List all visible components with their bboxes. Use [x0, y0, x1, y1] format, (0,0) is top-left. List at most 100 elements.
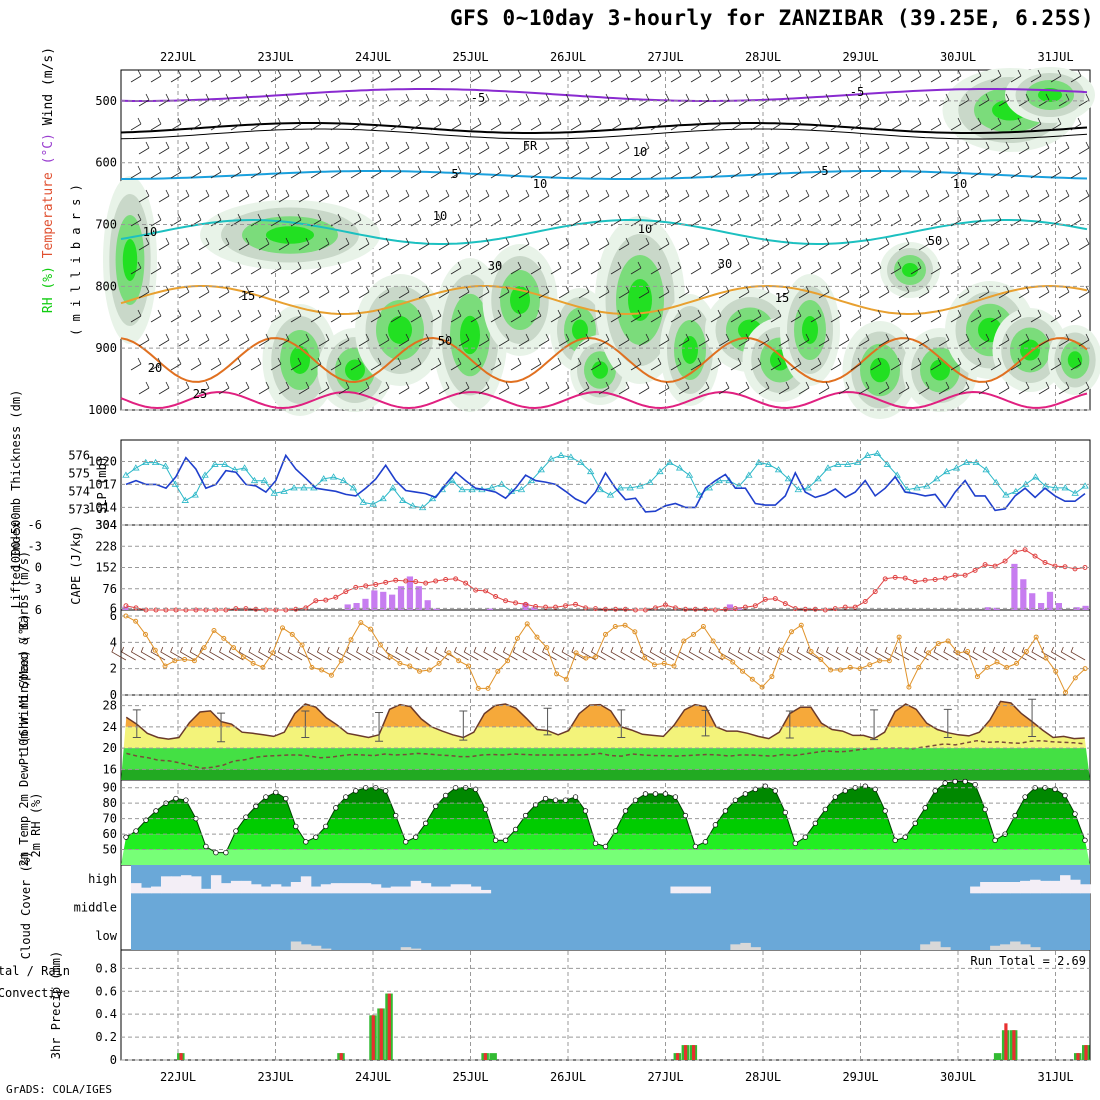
- cloud-high-gap: [220, 883, 232, 894]
- wind-barb: [190, 357, 202, 371]
- wind-barb: [890, 69, 902, 83]
- wind-barb: [350, 165, 362, 179]
- li-marker: [752, 603, 758, 609]
- li-ylabel-text: Lifted Index: [9, 522, 23, 609]
- wind-barb: [278, 381, 290, 395]
- wind-barb: [350, 69, 362, 83]
- contour-label: 15: [241, 289, 255, 303]
- cloud-high-gap: [1070, 879, 1081, 894]
- wind-barb: [458, 237, 470, 251]
- wind-barb: [778, 237, 790, 251]
- rh-marker: [353, 788, 359, 794]
- wind-barb: [870, 69, 882, 83]
- wind-barb-10m: [855, 646, 870, 661]
- wind-barb-10m: [179, 646, 195, 661]
- wind-barb: [878, 93, 890, 107]
- wind-barb: [210, 69, 222, 83]
- lifted-index-line: [125, 549, 1086, 611]
- wind-barb-10m: [228, 646, 244, 661]
- wind-barb: [678, 381, 690, 395]
- rh-marker: [1022, 794, 1028, 800]
- wind-barb: [250, 117, 262, 131]
- wind-barb: [258, 381, 270, 395]
- wind-barb: [850, 117, 862, 131]
- wind-barb: [358, 333, 370, 347]
- rh-marker: [303, 839, 309, 845]
- wind-marker: [1033, 634, 1039, 640]
- wind-barb: [530, 165, 542, 179]
- rh-marker: [882, 808, 888, 814]
- precip-tick: 0.8: [95, 961, 117, 975]
- rh-marker: [992, 837, 998, 843]
- li-marker: [403, 578, 409, 584]
- wind-barb: [1070, 69, 1082, 83]
- wind-barb: [1038, 333, 1050, 347]
- thickness-marker: [636, 482, 644, 489]
- slp-ylabel: SLP (mb): [95, 456, 109, 514]
- wind-barb: [638, 237, 650, 251]
- wind-barb-10m: [659, 646, 675, 661]
- contour-label: 30: [718, 257, 732, 271]
- thickness-marker: [1061, 484, 1069, 491]
- wind-barb: [818, 381, 830, 395]
- wind-marker: [505, 658, 511, 664]
- wind-barb: [650, 213, 662, 227]
- rh-marker: [592, 840, 599, 847]
- wind-barb: [798, 237, 810, 251]
- li-marker: [1042, 560, 1048, 566]
- rh-marker: [223, 849, 229, 856]
- li-marker: [523, 601, 529, 607]
- wind-barb: [158, 333, 170, 347]
- wind-barb: [790, 213, 802, 227]
- wind-barb: [930, 309, 942, 323]
- wind-barb: [430, 165, 442, 179]
- wind-barb: [498, 93, 510, 107]
- thickness-marker: [784, 475, 793, 482]
- cloud-low-bar: [750, 947, 761, 950]
- li-marker: [862, 599, 868, 604]
- li-marker: [563, 603, 569, 609]
- rh-marker: [522, 812, 529, 819]
- wind-barb: [758, 141, 770, 155]
- wind-barb: [950, 117, 962, 131]
- thickness-marker: [448, 476, 456, 484]
- wind-barb: [370, 261, 382, 275]
- wind-barb: [538, 141, 550, 155]
- wind-barb: [150, 117, 162, 131]
- wind-barb: [1070, 261, 1082, 275]
- wind-barb: [390, 357, 402, 371]
- cape-bar: [389, 594, 396, 610]
- thickness-marker: [853, 458, 862, 466]
- rh-marker: [682, 812, 689, 819]
- wind-barb: [1018, 381, 1030, 395]
- wind-barb: [1010, 357, 1022, 371]
- wind-barb: [458, 285, 470, 299]
- date-label-top: 23JUL: [257, 50, 293, 64]
- wind-barb: [1058, 333, 1070, 347]
- thickness-marker: [142, 458, 150, 466]
- wind-barb: [730, 357, 742, 371]
- wind-barb: [438, 333, 450, 347]
- cape-bar: [1011, 563, 1018, 610]
- cape-bar: [1082, 605, 1089, 610]
- li-marker: [603, 606, 608, 612]
- thickness-marker: [933, 475, 941, 482]
- li-marker: [383, 579, 389, 585]
- wind-barb: [310, 69, 322, 83]
- wind-barb: [778, 141, 790, 155]
- wind-marker: [808, 649, 814, 655]
- li-marker: [942, 575, 948, 581]
- wind-barb: [230, 357, 242, 371]
- contour-label: 25: [193, 387, 207, 401]
- wind-barb-10m: [943, 646, 959, 661]
- wind-barb: [310, 357, 322, 371]
- wind-barb-10m: [219, 646, 234, 661]
- wind-marker: [211, 627, 217, 633]
- wind-barb: [918, 333, 930, 347]
- cloud-low-bar: [730, 944, 741, 950]
- wind-barb: [618, 285, 630, 299]
- wind-barb: [638, 141, 650, 155]
- cloud-high-gap: [270, 884, 282, 894]
- wind-marker: [603, 631, 608, 637]
- wind-marker: [1023, 649, 1029, 655]
